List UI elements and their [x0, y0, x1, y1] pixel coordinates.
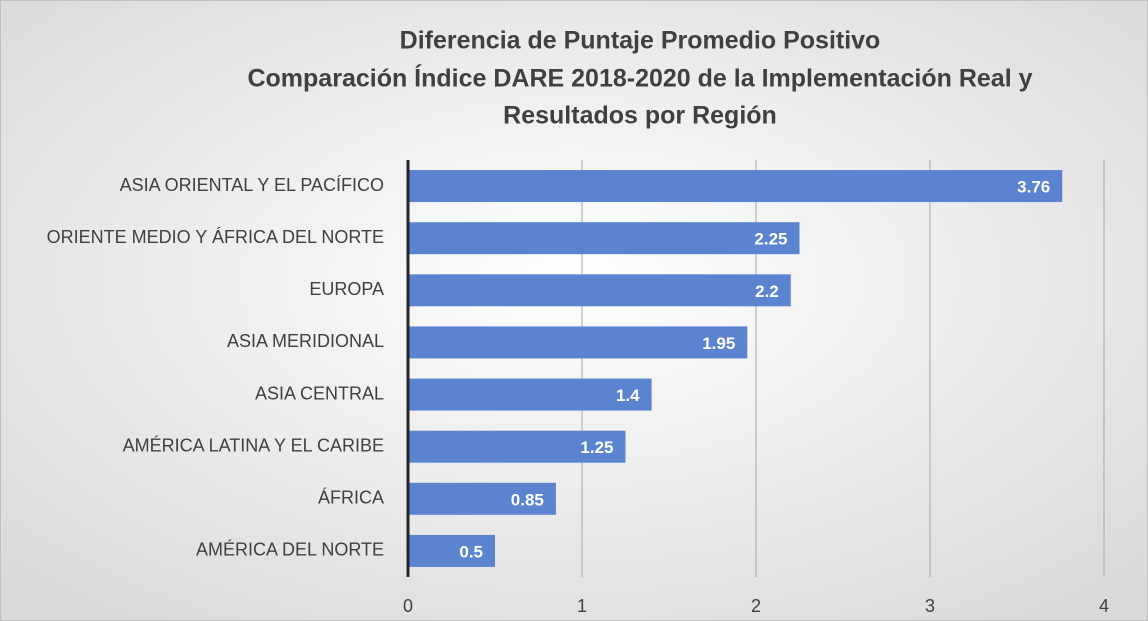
data-label: 2.25	[754, 230, 787, 249]
data-label: 1.4	[616, 386, 640, 405]
data-label: 3.76	[1017, 178, 1050, 197]
y-tick-label: ORIENTE MEDIO Y ÁFRICA DEL NORTE	[47, 227, 384, 247]
bar	[408, 170, 1063, 203]
data-label: 1.95	[702, 334, 735, 353]
y-tick-label: ASIA ORIENTAL Y EL PACÍFICO	[120, 175, 384, 195]
chart-title: Diferencia de Puntaje Promedio Positivo	[400, 27, 881, 55]
y-tick-label: ASIA MERIDIONAL	[227, 331, 384, 351]
x-tick-label: 2	[751, 596, 761, 616]
bar	[408, 430, 626, 463]
x-tick-label: 4	[1099, 596, 1109, 616]
y-tick-label: ÁFRICA	[318, 488, 384, 508]
data-label: 0.85	[511, 490, 544, 509]
data-label: 2.2	[755, 282, 779, 301]
x-tick-label: 0	[403, 596, 413, 616]
y-tick-label: ASIA CENTRAL	[255, 383, 384, 403]
bar	[408, 326, 748, 359]
bar	[408, 274, 791, 307]
data-label: 1.25	[580, 438, 613, 457]
x-tick-label: 3	[925, 596, 935, 616]
chart-title: Comparación Índice DARE 2018-2020 de la …	[247, 64, 1032, 93]
y-tick-label: EUROPA	[309, 279, 384, 299]
bar	[408, 378, 652, 411]
chart-title: Resultados por Región	[503, 102, 777, 130]
y-tick-label: AMÉRICA LATINA Y EL CARIBE	[123, 435, 384, 455]
y-tick-label: AMÉRICA DEL NORTE	[196, 540, 384, 560]
bar	[408, 534, 495, 567]
bar	[408, 482, 556, 515]
x-tick-label: 1	[577, 596, 587, 616]
data-label: 0.5	[459, 542, 483, 561]
bar	[408, 222, 800, 255]
